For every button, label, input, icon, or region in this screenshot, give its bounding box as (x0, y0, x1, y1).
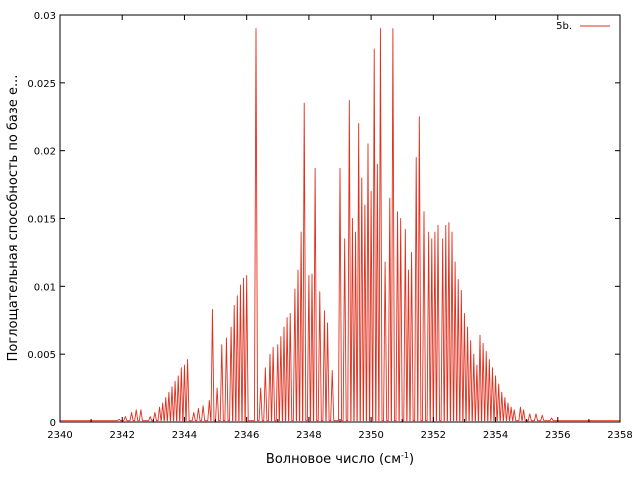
x-tick-label: 2346 (234, 430, 259, 441)
x-axis-label: Волновое число (см-1) (266, 451, 414, 467)
plot-area (60, 28, 620, 422)
legend-label: 5b. (556, 21, 572, 32)
x-tick-label: 2342 (109, 430, 134, 441)
x-tick-label: 2354 (483, 430, 508, 441)
x-tick-label: 2352 (421, 430, 446, 441)
y-tick-label: 0.02 (34, 147, 56, 158)
y-tick-label: 0.005 (27, 350, 56, 361)
y-tick-label: 0.025 (27, 79, 56, 90)
x-tick-label: 2348 (296, 430, 321, 441)
y-tick-label: 0.015 (27, 215, 56, 226)
x-tick-label: 2358 (607, 430, 632, 441)
y-tick-label: 0.03 (34, 11, 56, 22)
series-line-5b (60, 28, 620, 422)
x-tick-label: 2350 (358, 430, 383, 441)
x-tick-label: 2340 (47, 430, 72, 441)
x-tick-label: 2344 (172, 430, 197, 441)
axes: 2340 2342 2344 2346 2348 2350 2352 2354 2356 2358… (27, 11, 632, 441)
y-tick-label: 0 (50, 418, 56, 429)
legend: 5b. (556, 21, 610, 32)
y-tick-label: 0.01 (34, 282, 56, 293)
y-axis-label: Поглощательная способность по базе е... (6, 75, 21, 362)
x-tick-label: 2356 (545, 430, 570, 441)
